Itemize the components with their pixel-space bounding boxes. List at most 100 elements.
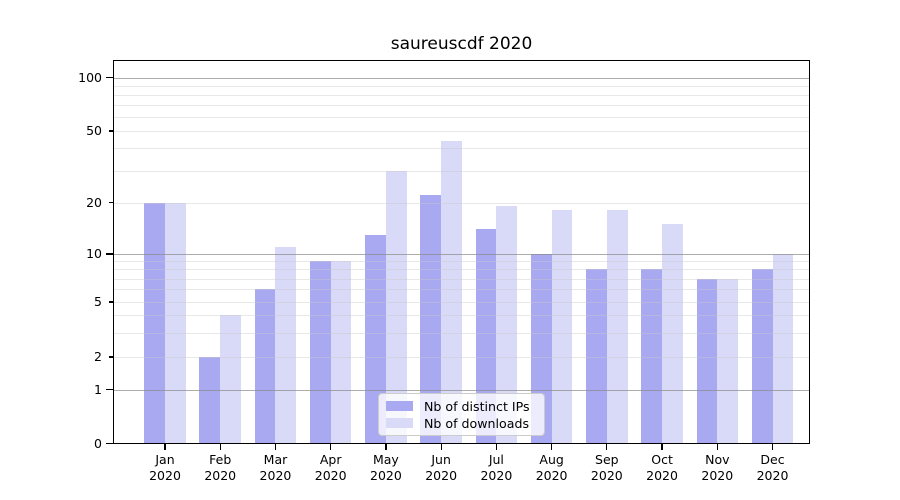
legend-swatch-distinct-ips — [386, 401, 413, 411]
x-tick-label: Jun 2020 — [413, 452, 469, 483]
bar-distinct-ips-oct — [641, 269, 663, 444]
bar-distinct-ips-dec — [751, 269, 773, 444]
x-tick-label: Jan 2020 — [137, 452, 193, 483]
bar-distinct-ips-apr — [309, 261, 331, 444]
x-tick-label: Mar 2020 — [247, 452, 303, 483]
x-tick-label-year: 2020 — [480, 467, 513, 483]
y-tick-mark — [106, 442, 113, 445]
x-tick-label: Oct 2020 — [634, 452, 690, 483]
gridline-major — [113, 253, 810, 255]
x-tick-label: Nov 2020 — [689, 452, 745, 483]
x-tick-label: Apr 2020 — [303, 452, 359, 483]
x-tick-mark — [771, 444, 774, 450]
plot-area — [113, 60, 810, 444]
gridline-minor — [113, 170, 810, 172]
x-tick-mark — [219, 444, 221, 450]
y-tick-mark — [109, 356, 113, 358]
x-tick-label-year: 2020 — [701, 467, 734, 483]
gridline-major — [113, 77, 810, 79]
x-tick-label: Aug 2020 — [524, 452, 580, 483]
legend-label-distinct-ips: Nb of distinct IPs — [424, 398, 530, 414]
y-tick-label: 0 — [94, 435, 102, 451]
legend-label-downloads: Nb of downloads — [424, 415, 530, 431]
y-tick-label: 100 — [78, 69, 102, 85]
y-tick-mark — [109, 130, 113, 132]
chart-title: saureuscdf 2020 — [390, 34, 533, 54]
x-tick-label-year: 2020 — [646, 467, 678, 483]
bar-downloads-feb — [220, 315, 242, 444]
bar-downloads-dec — [772, 253, 794, 444]
bar-downloads-may — [385, 170, 407, 444]
x-tick-mark — [385, 444, 387, 450]
gridline-major — [113, 389, 810, 391]
x-tick-mark — [440, 444, 442, 450]
gridline-minor — [113, 278, 810, 280]
bar-downloads-nov — [717, 278, 739, 444]
y-tick-mark — [106, 253, 113, 255]
x-tick-label-year: 2020 — [370, 467, 402, 483]
bar-downloads-aug — [551, 210, 573, 444]
y-tick-mark — [109, 202, 113, 204]
gridline-minor — [113, 116, 810, 118]
y-tick-label: 10 — [86, 245, 102, 261]
legend-row: Nb of distinct IPs — [385, 398, 538, 415]
gridline-minor — [113, 94, 810, 96]
y-tick-label: 1 — [94, 381, 102, 397]
x-tick-mark — [330, 444, 332, 450]
y-tick-label: 5 — [94, 294, 102, 309]
x-tick-label: May 2020 — [358, 452, 414, 483]
x-tick-label: Sep 2020 — [579, 452, 635, 483]
bar-distinct-ips-mar — [254, 289, 276, 444]
x-tick-mark — [495, 444, 498, 450]
x-tick-label-year: 2020 — [425, 467, 458, 483]
bar-downloads-jun — [441, 141, 462, 444]
x-tick-label-year: 2020 — [535, 467, 568, 483]
gridline-minor — [113, 289, 810, 291]
gridline-minor — [113, 269, 810, 271]
x-tick-label-year: 2020 — [259, 467, 292, 483]
bar-distinct-ips-nov — [696, 278, 718, 444]
y-tick-mark — [106, 388, 113, 391]
x-tick-mark — [274, 444, 277, 450]
gridline-minor — [113, 261, 810, 263]
x-tick-mark — [606, 444, 608, 450]
bar-distinct-ips-sep — [586, 269, 607, 444]
x-tick-label-year: 2020 — [756, 467, 789, 483]
gridline-minor — [113, 85, 810, 87]
x-tick-label-year: 2020 — [590, 467, 623, 483]
x-tick-label-year: 2020 — [204, 467, 237, 483]
bar-downloads-sep — [606, 210, 628, 444]
bar-downloads-jul — [496, 206, 518, 444]
gridline-minor — [113, 131, 810, 132]
bar-downloads-apr — [330, 261, 352, 444]
legend-swatch-downloads — [386, 418, 413, 428]
gridline-minor — [113, 302, 810, 303]
bar-distinct-ips-may — [365, 234, 386, 444]
y-tick-label: 20 — [86, 194, 102, 210]
y-tick-mark — [109, 301, 113, 303]
x-tick-mark — [550, 444, 553, 450]
bar-downloads-oct — [662, 223, 683, 444]
y-tick-mark — [106, 76, 113, 79]
x-tick-mark — [716, 444, 718, 450]
gridline-minor — [113, 148, 810, 150]
x-tick-mark — [164, 444, 166, 450]
gridline-minor — [113, 357, 810, 358]
gridline-minor — [113, 332, 810, 334]
x-tick-label: Dec 2020 — [745, 452, 801, 483]
x-tick-label: Jul 2020 — [468, 452, 524, 483]
legend: Nb of distinct IPs Nb of downloads — [378, 393, 545, 436]
bar-downloads-mar — [275, 246, 297, 444]
x-tick-label: Feb 2020 — [192, 452, 248, 483]
grid-layer — [113, 60, 810, 444]
x-tick-mark — [661, 444, 663, 450]
legend-row: Nb of downloads — [385, 415, 538, 432]
y-tick-label: 50 — [86, 123, 102, 138]
gridline-minor — [113, 202, 810, 204]
x-tick-label-year: 2020 — [149, 467, 181, 483]
bar-distinct-ips-feb — [199, 357, 221, 444]
gridline-minor — [113, 315, 810, 317]
x-tick-label-year: 2020 — [314, 467, 347, 483]
gridline-minor — [113, 105, 810, 107]
